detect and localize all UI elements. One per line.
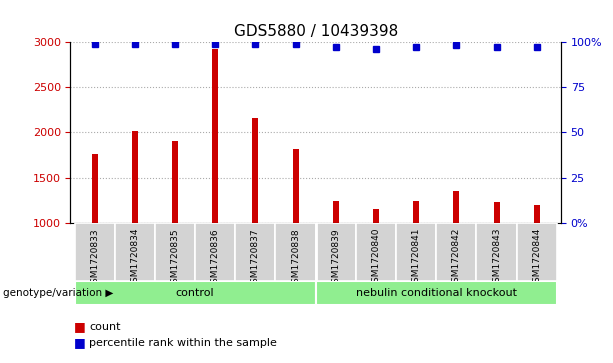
Bar [132,131,138,223]
Bar [253,118,259,223]
Text: GSM1720843: GSM1720843 [492,228,501,288]
Text: GSM1720842: GSM1720842 [452,228,461,288]
Bar [517,223,557,281]
Text: GSM1720838: GSM1720838 [291,228,300,289]
Bar [316,223,356,281]
Text: GSM1720836: GSM1720836 [211,228,219,289]
Bar [534,205,540,223]
Bar [373,209,379,223]
Text: ■: ■ [74,337,85,350]
Bar [396,223,436,281]
Text: ■: ■ [74,320,85,333]
Bar [115,223,155,281]
Bar [436,223,476,281]
Text: count: count [89,322,120,332]
Bar [212,49,218,223]
Text: GSM1720833: GSM1720833 [90,228,99,289]
Bar [413,201,419,223]
Text: GSM1720839: GSM1720839 [331,228,340,289]
Bar [91,154,97,223]
Bar [75,281,316,305]
Bar [356,223,396,281]
Text: GSM1720841: GSM1720841 [412,228,421,288]
Text: GSM1720834: GSM1720834 [131,228,139,288]
Bar [454,192,459,223]
Bar [333,200,339,223]
Bar [235,223,275,281]
Text: nebulin conditional knockout: nebulin conditional knockout [356,288,517,298]
Text: GSM1720840: GSM1720840 [371,228,381,288]
Title: GDS5880 / 10439398: GDS5880 / 10439398 [234,24,398,39]
Bar [476,223,517,281]
Text: genotype/variation ▶: genotype/variation ▶ [3,288,113,298]
Bar [316,281,557,305]
Bar [275,223,316,281]
Bar [155,223,195,281]
Bar [75,223,115,281]
Text: GSM1720844: GSM1720844 [532,228,541,288]
Text: percentile rank within the sample: percentile rank within the sample [89,338,276,348]
Bar [172,141,178,223]
Bar [292,149,299,223]
Bar [195,223,235,281]
Bar [493,203,500,223]
Text: control: control [176,288,215,298]
Text: GSM1720835: GSM1720835 [170,228,180,289]
Text: GSM1720837: GSM1720837 [251,228,260,289]
